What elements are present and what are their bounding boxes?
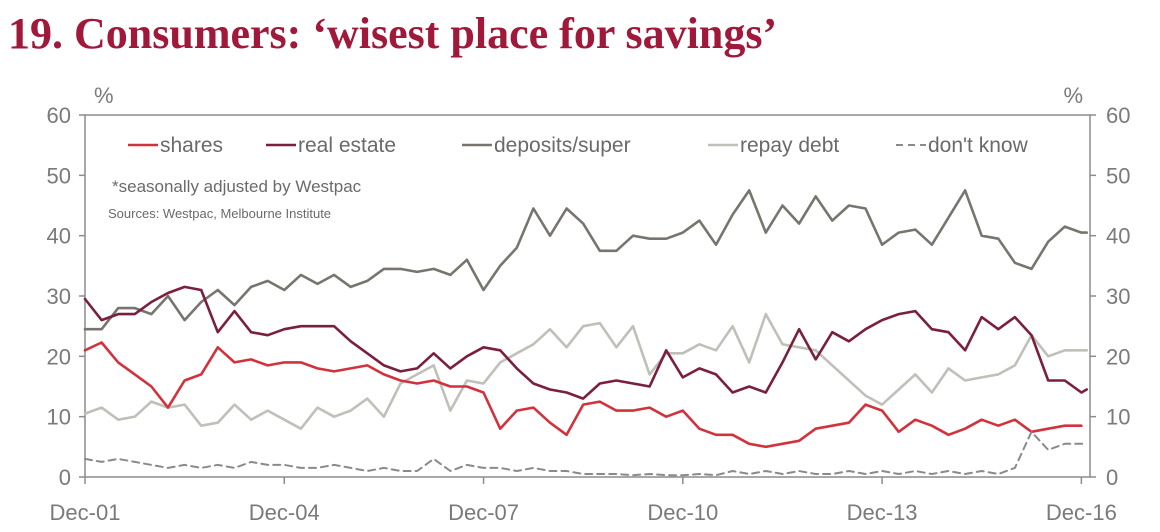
series-line-shares — [83, 341, 1083, 449]
series-line-deposits-super — [83, 189, 1088, 331]
y-unit-left: % — [94, 83, 114, 108]
y-tick-label-left: 20 — [47, 344, 71, 369]
x-tick-label: Dec-13 — [847, 500, 918, 525]
y-tick-label-left: 0 — [59, 465, 71, 490]
chart-title: 19. Consumers: ‘wisest place for savings… — [8, 9, 778, 58]
x-tick-label: Dec-10 — [647, 500, 718, 525]
series-line-don-t-know — [84, 430, 1088, 477]
y-axis-right: 0 10 20 30 40 50 60 — [1090, 103, 1130, 490]
y-tick-label-right: 30 — [1106, 284, 1130, 309]
chart-sources: Sources: Westpac, Melbourne Institute — [108, 206, 331, 221]
legend-label: real estate — [298, 134, 396, 157]
y-tick-label-left: 40 — [47, 224, 71, 249]
y-tick-label-right: 40 — [1106, 224, 1130, 249]
legend: shares real estate deposits/super repay deb… — [128, 134, 1029, 157]
x-tick-label: Dec-01 — [50, 500, 121, 525]
y-tick-label-right: 50 — [1106, 163, 1130, 188]
x-tick-label: Dec-07 — [448, 500, 519, 525]
x-tick-label: Dec-04 — [249, 500, 320, 525]
legend-label: shares — [160, 134, 223, 157]
y-tick-label-right: 0 — [1106, 465, 1118, 490]
y-tick-label-left: 30 — [47, 284, 71, 309]
legend-label: repay debt — [740, 134, 839, 157]
chart-note: *seasonally adjusted by Westpac — [112, 177, 362, 196]
series-line-repay-debt — [83, 312, 1088, 430]
y-tick-label-left: 10 — [47, 405, 71, 430]
legend-label: deposits/super — [494, 134, 631, 157]
y-unit-right: % — [1063, 83, 1083, 108]
x-axis: Dec-01 Dec-04 Dec-07 Dec-10 Dec-13 Dec-16 — [50, 477, 1117, 525]
y-axis-left: 0 10 20 30 40 50 60 — [47, 103, 85, 490]
x-tick-label: Dec-16 — [1046, 500, 1117, 525]
plot-frame — [84, 114, 1091, 478]
y-tick-label-left: 50 — [47, 163, 71, 188]
y-tick-label-left: 60 — [47, 103, 71, 128]
y-tick-label-right: 10 — [1106, 405, 1130, 430]
y-tick-label-right: 20 — [1106, 344, 1130, 369]
series-line-real-estate — [83, 285, 1088, 400]
legend-label: don't know — [928, 134, 1029, 157]
y-tick-label-right: 60 — [1106, 103, 1130, 128]
series-layer — [83, 189, 1088, 477]
